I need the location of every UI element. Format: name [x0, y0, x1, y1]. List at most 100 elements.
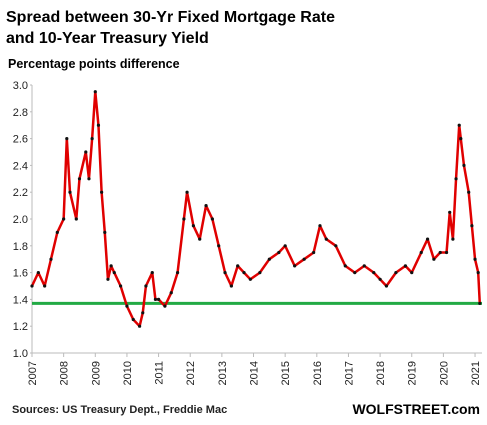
y-tick-label: 2.2: [13, 187, 28, 199]
y-tick-label: 2.8: [13, 107, 28, 119]
point: [144, 284, 148, 288]
y-tick-label: 2.6: [13, 134, 28, 146]
point: [267, 257, 271, 261]
point: [96, 123, 101, 127]
point: [353, 271, 357, 275]
point: [36, 271, 40, 275]
point: [30, 284, 34, 288]
y-tick-label: 2.4: [13, 160, 28, 172]
point: [131, 317, 135, 322]
point: [334, 244, 338, 248]
x-tick-label: 2007: [27, 361, 39, 385]
point: [318, 224, 322, 228]
point: [55, 230, 59, 234]
point: [432, 257, 436, 261]
point: [248, 277, 252, 281]
chart-title-line2: and 10-Year Treasury Yield: [6, 30, 209, 47]
point: [277, 250, 281, 255]
point: [470, 224, 474, 228]
point: [182, 217, 186, 221]
point: [169, 291, 173, 295]
point: [451, 237, 455, 241]
x-tick-label: 2019: [407, 361, 419, 385]
point: [324, 237, 328, 241]
point: [425, 237, 430, 241]
point: [175, 271, 180, 275]
point: [459, 137, 463, 141]
point: [362, 264, 366, 268]
x-tick-label: 2012: [185, 361, 197, 385]
point: [106, 277, 110, 281]
point: [236, 264, 240, 268]
point: [163, 304, 167, 308]
point: [444, 250, 449, 255]
point: [478, 301, 482, 306]
point: [419, 250, 423, 255]
point: [283, 244, 287, 248]
point: [454, 177, 458, 181]
x-tick-label: 2014: [249, 361, 261, 385]
point: [185, 190, 189, 194]
point: [156, 297, 161, 301]
y-tick-label: 2.0: [13, 214, 28, 226]
point: [438, 250, 442, 255]
point: [43, 284, 47, 288]
point: [62, 217, 66, 221]
point: [109, 264, 113, 268]
x-tick-label: 2008: [59, 361, 71, 385]
point: [378, 277, 382, 281]
point: [137, 324, 142, 328]
subtitle: Percentage points difference: [8, 57, 180, 71]
point: [153, 297, 158, 301]
point: [93, 90, 97, 94]
x-tick-label: 2009: [90, 361, 102, 385]
point: [217, 244, 221, 248]
point: [258, 271, 262, 275]
point: [112, 271, 116, 275]
x-tick-label: 2021: [470, 361, 482, 385]
x-tick-label: 2015: [280, 361, 292, 385]
series-line: [30, 90, 482, 328]
point: [65, 137, 69, 141]
y-tick-label: 3.0: [13, 80, 28, 92]
point: [150, 271, 154, 275]
x-tick-label: 2016: [312, 361, 324, 385]
y-tick-label: 1.8: [13, 241, 28, 253]
y-tick-label: 1.4: [13, 294, 28, 306]
point: [302, 257, 306, 261]
point: [462, 163, 466, 167]
point: [457, 123, 461, 127]
point: [343, 264, 347, 268]
point: [384, 284, 389, 288]
point: [198, 237, 202, 241]
y-tick-label: 1.6: [13, 268, 28, 280]
point: [467, 190, 471, 194]
point: [68, 190, 72, 194]
x-tick-label: 2013: [217, 361, 229, 385]
point: [74, 217, 78, 221]
point: [204, 204, 208, 208]
point: [293, 264, 297, 268]
point: [312, 250, 316, 255]
point: [87, 177, 91, 181]
point: [84, 150, 88, 154]
point: [49, 257, 53, 261]
chart-title: Spread between 30-Yr Fixed Mortgage Rate: [6, 9, 335, 26]
point: [100, 190, 104, 194]
point: [191, 224, 195, 228]
point: [448, 210, 452, 214]
point: [476, 271, 480, 275]
point: [141, 311, 145, 315]
point: [410, 271, 414, 275]
point: [125, 304, 129, 308]
x-tick-label: 2011: [154, 361, 166, 385]
point: [242, 271, 246, 275]
point: [473, 257, 477, 261]
point: [103, 230, 107, 234]
x-tick-label: 2020: [438, 361, 450, 385]
point: [403, 264, 408, 268]
y-tick-label: 1.0: [13, 348, 28, 360]
point: [229, 284, 233, 288]
point: [210, 217, 214, 221]
